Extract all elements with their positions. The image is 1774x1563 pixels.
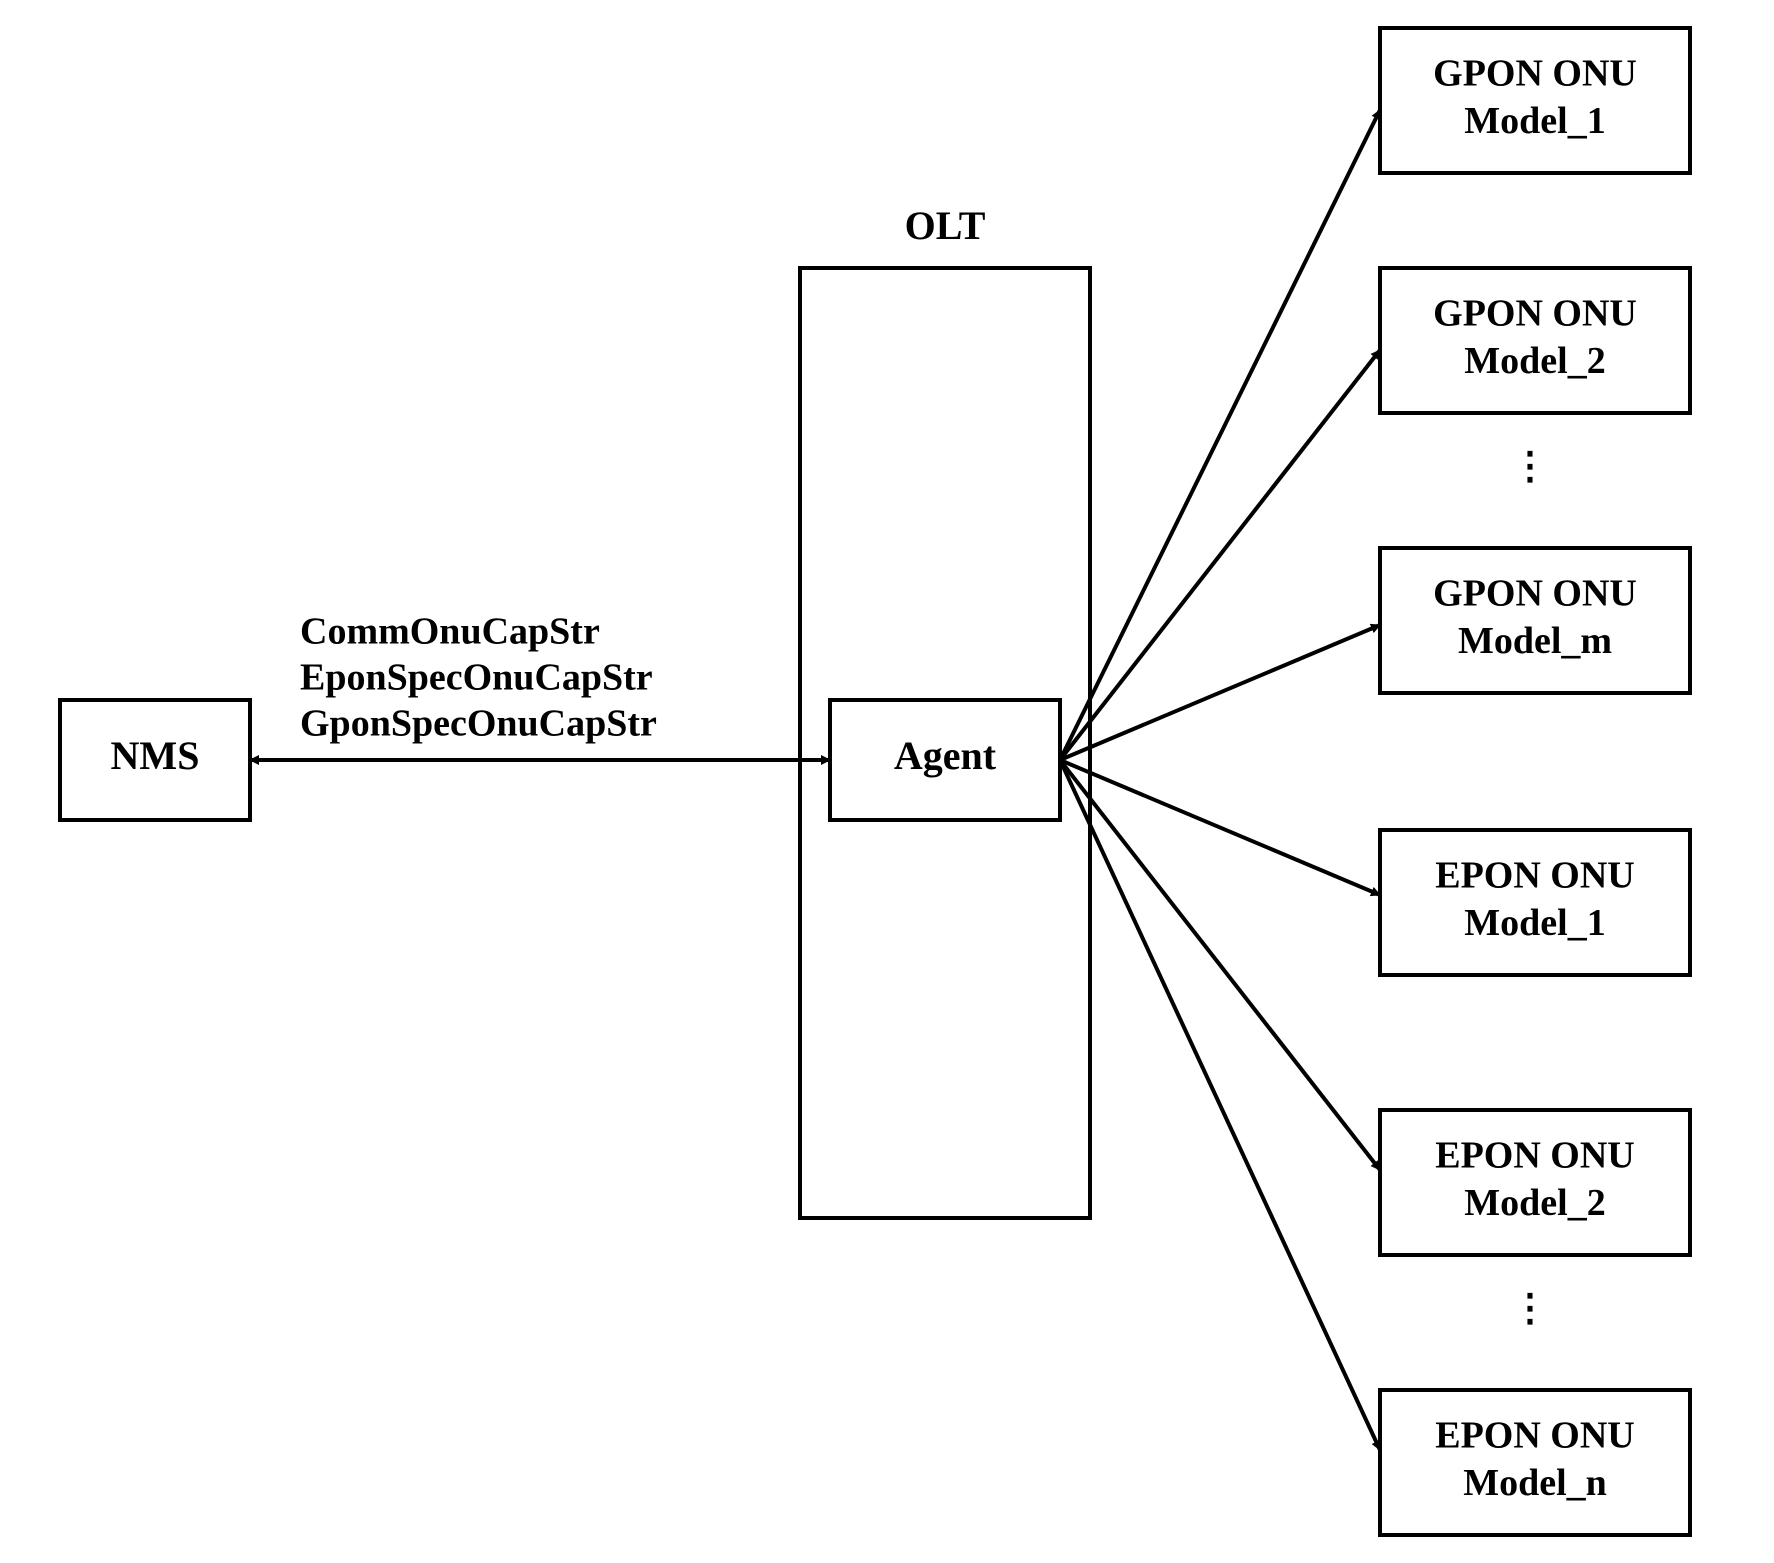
vertical-ellipsis-1: ⋮ [1511, 1288, 1549, 1330]
node-gponm: GPON ONU Model_m [1380, 548, 1690, 693]
node-epon2: EPON ONU Model_2 [1380, 1110, 1690, 1255]
node-gpon2: GPON ONU Model_2 [1380, 268, 1690, 413]
edge-agent_right-gpon2 [1060, 350, 1380, 760]
node-eponn-line-0: EPON ONU [1435, 1414, 1635, 1456]
node-olt: OLT [800, 203, 1090, 1218]
node-gpon1-line-1: Model_1 [1464, 100, 1605, 142]
node-epon2-line-1: Model_2 [1464, 1182, 1605, 1224]
edge-agent_right-eponn [1060, 760, 1380, 1450]
node-epon1-line-1: Model_1 [1464, 902, 1605, 944]
link-label-2: GponSpecOnuCapStr [300, 703, 657, 745]
link-label-0: CommOnuCapStr [300, 611, 600, 653]
node-gpon2-line-1: Model_2 [1464, 340, 1605, 382]
node-epon2-line-0: EPON ONU [1435, 1134, 1635, 1176]
node-epon1: EPON ONU Model_1 [1380, 830, 1690, 975]
node-gponm-line-1: Model_m [1458, 620, 1612, 662]
diagram-canvas: OLT NMS Agent GPON ONU Model_1 GPON ONU Model_… [0, 0, 1774, 1563]
node-agent-line-0: Agent [894, 733, 997, 778]
node-epon1-line-0: EPON ONU [1435, 854, 1635, 896]
edge-agent_right-gponm [1060, 625, 1380, 760]
vertical-ellipsis-0: ⋮ [1511, 446, 1549, 488]
node-agent: Agent [830, 700, 1060, 820]
edge-agent_right-epon1 [1060, 760, 1380, 895]
node-gpon1-line-0: GPON ONU [1433, 52, 1637, 94]
node-gpon1: GPON ONU Model_1 [1380, 28, 1690, 173]
node-nms-line-0: NMS [111, 733, 200, 778]
node-gpon2-line-0: GPON ONU [1433, 292, 1637, 334]
link-label-1: EponSpecOnuCapStr [300, 657, 653, 699]
edge-agent_right-gpon1 [1060, 110, 1380, 760]
node-eponn-line-1: Model_n [1463, 1462, 1607, 1504]
node-olt-title: OLT [905, 203, 986, 248]
node-eponn: EPON ONU Model_n [1380, 1390, 1690, 1535]
node-gponm-line-0: GPON ONU [1433, 572, 1637, 614]
node-nms: NMS [60, 700, 250, 820]
